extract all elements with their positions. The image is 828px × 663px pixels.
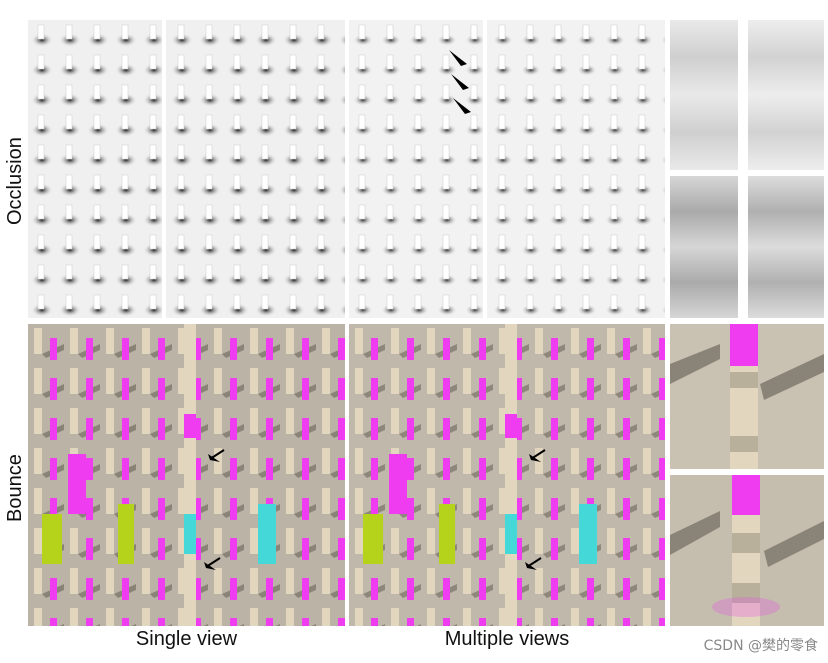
occlusion-zoom-bottom-left	[670, 176, 738, 318]
column-label-multiple-views: Multiple views	[444, 628, 570, 650]
occlusion-zoom-top-right	[748, 20, 824, 170]
watermark-text: CSDN @樊的零食	[703, 638, 818, 654]
occlusion-multiple-views-render	[349, 20, 665, 318]
row-label-occlusion: Occlusion	[4, 137, 26, 225]
bounce-zoom-top-svg	[670, 324, 824, 469]
row-label-bounce: Bounce	[4, 454, 26, 522]
bounce-zoom-bottom	[670, 475, 824, 626]
bounce-zoom-top	[670, 324, 824, 469]
arrow-icon-occlusion-2	[451, 74, 469, 90]
occlusion-single-view-render	[28, 20, 345, 318]
bounce-zoom-bottom-svg	[670, 475, 824, 626]
occlusion-zoom-bottom-right	[748, 176, 824, 318]
bounce-multi-svg	[349, 324, 665, 626]
arrow-icon-bounce-3	[529, 454, 541, 462]
bounce-single-svg	[28, 324, 345, 626]
arrow-icon-bounce-2	[204, 562, 216, 570]
arrow-icon-occlusion-3	[453, 98, 471, 114]
column-label-single-view: Single view	[135, 628, 238, 650]
occlusion-multi-svg	[349, 20, 665, 318]
arrow-icon-bounce-4	[525, 562, 537, 570]
occlusion-zoom-top-left	[670, 20, 738, 170]
bounce-multiple-views-render	[349, 324, 665, 626]
bounce-single-view-render	[28, 324, 345, 626]
arrow-icon-bounce-1	[208, 454, 220, 462]
occlusion-single-svg	[28, 20, 345, 318]
arrow-icon-occlusion-1	[449, 50, 467, 66]
